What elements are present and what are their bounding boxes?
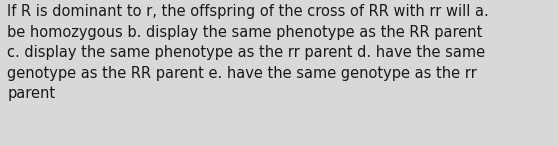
Text: If R is dominant to r, the offspring of the cross of RR with rr will a.
be homoz: If R is dominant to r, the offspring of …: [7, 4, 489, 101]
